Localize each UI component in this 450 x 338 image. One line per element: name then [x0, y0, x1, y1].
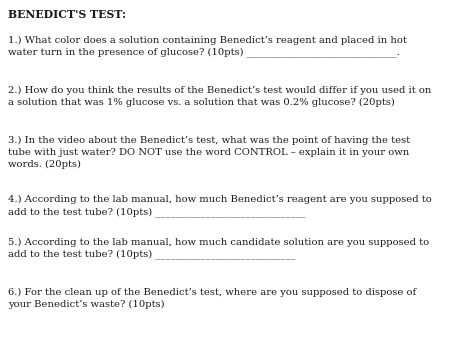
Text: 5.) According to the lab manual, how much candidate solution are you supposed to: 5.) According to the lab manual, how muc…	[8, 238, 429, 259]
Text: 3.) In the video about the Benedict’s test, what was the point of having the tes: 3.) In the video about the Benedict’s te…	[8, 136, 410, 169]
Text: 1.) What color does a solution containing Benedict’s reagent and placed in hot
w: 1.) What color does a solution containin…	[8, 35, 407, 57]
Text: 6.) For the clean up of the Benedict’s test, where are you supposed to dispose o: 6.) For the clean up of the Benedict’s t…	[8, 288, 416, 309]
Text: 2.) How do you think the results of the Benedict’s test would differ if you used: 2.) How do you think the results of the …	[8, 86, 432, 107]
Text: 4.) According to the lab manual, how much Benedict’s reagent are you supposed to: 4.) According to the lab manual, how muc…	[8, 195, 432, 217]
Text: BENEDICT'S TEST:: BENEDICT'S TEST:	[8, 9, 126, 21]
